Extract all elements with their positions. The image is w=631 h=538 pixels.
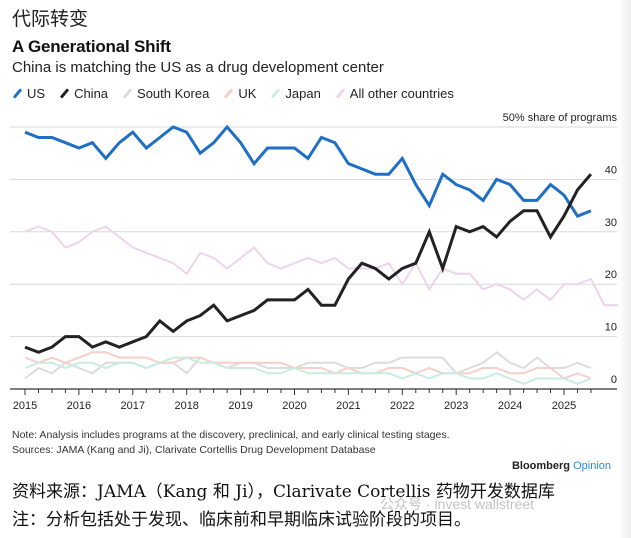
watermark: 公众号 · invest wallstreet <box>380 496 535 512</box>
legend-item-uk: UK <box>223 86 256 101</box>
x-tick-label: 2024 <box>498 400 522 412</box>
x-tick-label: 2023 <box>444 400 468 412</box>
legend: US China South Korea UK Japan All other … <box>12 86 468 101</box>
x-axis: 2015 2016 2017 2018 2019 2020 2021 2022 2023 2024… <box>10 388 617 412</box>
x-tick-label: 2017 <box>121 400 145 412</box>
legend-label: South Korea <box>137 86 210 101</box>
y-tick-label: 10 <box>605 322 617 334</box>
x-tick-label: 2025 <box>552 400 576 412</box>
x-tick-label: 2019 <box>228 400 252 412</box>
y-tick-label: 40 <box>605 164 617 176</box>
legend-item-us: US <box>12 86 45 101</box>
legend-item-china: China <box>59 86 108 101</box>
legend-item-all-other-countries: All other countries <box>335 86 454 101</box>
legend-swatch-icon <box>122 88 133 99</box>
bloomberg-opinion-logo: Bloomberg Opinion <box>512 460 611 472</box>
y-tick-label: 0 <box>611 374 617 386</box>
x-tick-label: 2021 <box>336 400 360 412</box>
series-lines <box>24 124 618 385</box>
chart-note: Note: Analysis includes programs at the … <box>12 428 450 458</box>
x-tick-label: 2015 <box>13 400 37 412</box>
x-tick-label: 2022 <box>390 400 414 412</box>
series-line-all-other-countries <box>24 225 618 307</box>
legend-label: US <box>27 86 46 101</box>
series-line-uk <box>24 351 592 380</box>
legend-label: Japan <box>285 86 321 101</box>
legend-item-japan: Japan <box>270 86 321 101</box>
x-tick-label: 2018 <box>174 400 198 412</box>
series-line-us <box>24 124 592 218</box>
brand-main: Bloomberg <box>511 460 571 472</box>
y-tick-label: 30 <box>605 217 617 229</box>
y-tick-label: 20 <box>605 269 617 281</box>
chinese-note: 注：分析包括处于发现、临床前和早期临床试验阶段的项目。 <box>12 510 471 530</box>
legend-label: UK <box>238 86 257 101</box>
y-tick-label: 50% share of programs <box>503 112 618 124</box>
legend-swatch-icon <box>271 88 281 99</box>
series-line-japan <box>24 356 592 385</box>
legend-label: All other countries <box>349 86 454 101</box>
legend-label: China <box>74 86 109 101</box>
gridlines <box>10 126 617 338</box>
legend-swatch-icon <box>335 88 345 99</box>
legend-item-south-korea: South Korea <box>122 86 209 101</box>
chart-title: A Generational Shift <box>12 37 171 56</box>
chinese-title: 代际转变 <box>12 8 89 30</box>
y-axis-ticks: 0 10 20 30 40 50% share of programs <box>503 112 618 386</box>
legend-swatch-icon <box>224 88 234 99</box>
right-edge-shade <box>619 0 631 538</box>
legend-swatch-icon <box>12 88 23 99</box>
sources-text: Sources: JAMA (Kang and Ji), Clarivate C… <box>12 444 376 456</box>
x-tick-label: 2020 <box>282 400 306 412</box>
chinese-sources: 资料来源：JAMA（Kang 和 Ji），Clarivate Cortellis… <box>12 482 555 502</box>
chart-subtitle: China is matching the US as a drug devel… <box>12 59 384 76</box>
brand-sub: Opinion <box>573 460 611 472</box>
note-text: Note: Analysis includes programs at the … <box>12 429 450 441</box>
legend-swatch-icon <box>59 88 70 99</box>
x-tick-label: 2016 <box>67 400 91 412</box>
series-line-china <box>24 173 593 354</box>
